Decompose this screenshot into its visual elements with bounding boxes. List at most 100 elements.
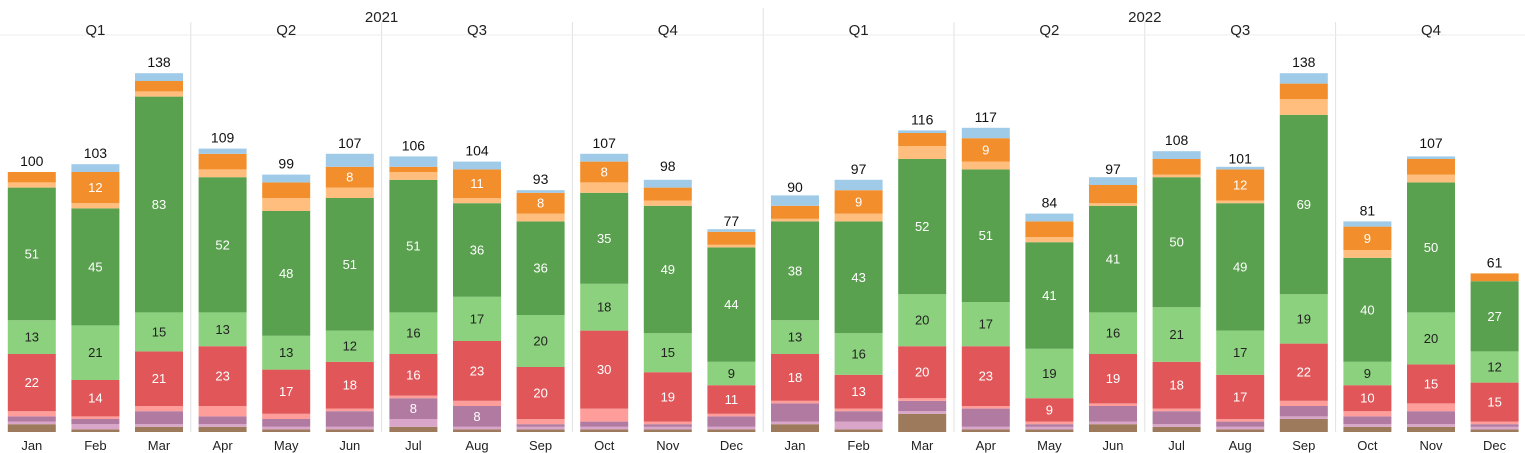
segment-data-label: 9	[1046, 402, 1053, 417]
segment-data-label: 13	[851, 384, 865, 399]
bar-segment	[1089, 406, 1137, 422]
bar-segment	[580, 426, 629, 430]
segment-data-label: 44	[724, 297, 738, 312]
bar-segment	[1216, 166, 1265, 170]
bar-total-label: 104	[465, 143, 489, 159]
segment-data-label: 10	[1360, 391, 1374, 406]
bar-segment	[771, 403, 819, 422]
segment-data-label: 12	[1233, 178, 1247, 193]
bar-segment	[7, 411, 56, 417]
bar-segment	[707, 244, 756, 248]
month-tick-label: Apr	[976, 438, 997, 453]
bar-segment	[453, 406, 501, 427]
bar-total-label: 138	[1292, 54, 1316, 70]
bar-segment	[453, 429, 501, 432]
bar-segment	[7, 416, 56, 422]
bar-segment	[135, 426, 183, 432]
bar-segment	[135, 96, 183, 313]
bar-segment	[453, 341, 501, 401]
segment-data-label: 8	[537, 196, 544, 211]
bar-segment	[1089, 354, 1137, 404]
bar-segment	[1407, 312, 1455, 365]
bar-segment	[961, 302, 1010, 347]
segment-data-label: 49	[1233, 259, 1247, 274]
segment-data-label: 18	[1169, 378, 1183, 393]
bar-segment	[580, 421, 629, 427]
bar-segment	[961, 426, 1010, 430]
bar-total-label: 61	[1487, 254, 1503, 270]
segment-data-label: 8	[346, 170, 353, 185]
bar-segment	[1470, 273, 1519, 282]
segment-data-label: 17	[279, 384, 293, 399]
bar-segment	[771, 221, 819, 321]
bar-segment	[262, 429, 311, 432]
month-tick-label: Oct	[1357, 438, 1378, 453]
segment-data-label: 20	[915, 365, 929, 380]
bar-segment	[516, 429, 565, 432]
bar-segment	[961, 169, 1010, 302]
month-tick-label: Aug	[1229, 438, 1252, 453]
bar-segment	[1343, 424, 1392, 427]
bar-segment	[198, 153, 247, 170]
bar-segment	[7, 320, 56, 354]
segment-data-label: 15	[661, 345, 675, 360]
bar-total-label: 109	[211, 130, 235, 146]
bar-segment	[135, 91, 183, 97]
bar-segment	[7, 172, 56, 183]
bar-segment	[1089, 424, 1137, 432]
bar-total-label: 107	[1419, 135, 1443, 151]
bar-segment	[389, 398, 438, 419]
bar-segment	[834, 408, 883, 412]
segment-data-label: 16	[851, 347, 865, 362]
bar-segment	[771, 195, 819, 206]
bar-segment	[389, 179, 438, 313]
bar-segment	[198, 177, 247, 313]
segment-data-label: 23	[979, 369, 993, 384]
segment-data-label: 43	[851, 270, 865, 285]
bar-segment	[707, 247, 756, 362]
bar-segment	[898, 411, 947, 414]
bar-segment	[771, 320, 819, 354]
bar-segment	[516, 424, 565, 427]
segment-data-label: 11	[725, 392, 739, 407]
month-tick-label: May	[274, 438, 299, 453]
bar-segment	[516, 213, 565, 222]
bar-segment	[1343, 416, 1392, 425]
bar-segment	[771, 424, 819, 432]
bar-segment	[1279, 400, 1328, 406]
segment-data-label: 9	[1364, 231, 1371, 246]
quarter-label: Q4	[658, 22, 678, 39]
bar-segment	[1025, 426, 1074, 430]
bar-segment	[1343, 426, 1392, 432]
bar-segment	[71, 325, 120, 380]
bar-segment	[325, 429, 374, 432]
bar-segment	[898, 413, 947, 432]
segment-data-label: 51	[25, 246, 39, 261]
bar-total-label: 100	[20, 153, 44, 169]
bar-segment	[262, 419, 311, 427]
segment-data-label: 36	[533, 261, 547, 276]
bar-segment	[1152, 177, 1201, 308]
bar-segment	[1470, 281, 1519, 352]
segment-data-label: 23	[215, 369, 229, 384]
bar-segment	[834, 190, 883, 214]
segment-data-label: 23	[470, 363, 484, 378]
segment-data-label: 51	[406, 239, 420, 254]
bar-segment	[7, 182, 56, 188]
segment-data-label: 9	[1364, 366, 1371, 381]
bar-segment	[325, 153, 374, 167]
bar-total-label: 107	[338, 135, 362, 151]
bar-segment	[961, 127, 1010, 139]
segment-data-label: 9	[855, 194, 862, 209]
month-tick-label: Jun	[339, 438, 360, 453]
bar-segment	[1089, 203, 1137, 206]
bar-segment	[198, 346, 247, 406]
bar-segment	[1343, 221, 1392, 227]
segment-data-label: 9	[728, 366, 735, 381]
bar-segment	[707, 416, 756, 427]
bar-segment	[71, 419, 120, 425]
month-tick-label: Apr	[212, 438, 233, 453]
bar-total-label: 101	[1229, 150, 1253, 166]
bar-segment	[898, 159, 947, 295]
segment-data-label: 22	[1297, 365, 1311, 380]
